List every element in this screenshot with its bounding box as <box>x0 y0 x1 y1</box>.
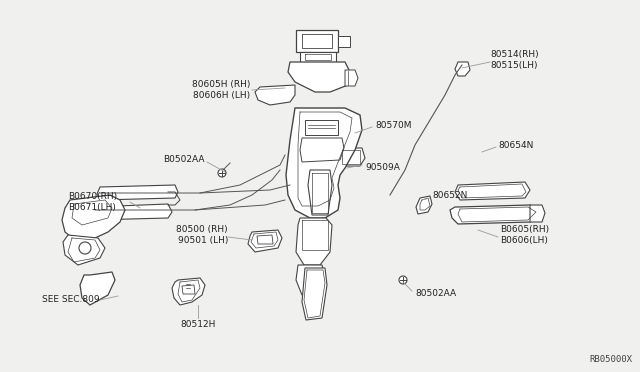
Polygon shape <box>455 182 530 200</box>
Text: 80570M: 80570M <box>375 121 412 129</box>
Polygon shape <box>336 148 365 166</box>
Polygon shape <box>416 196 432 214</box>
Polygon shape <box>300 52 336 62</box>
Text: 80514(RH)
80515(LH): 80514(RH) 80515(LH) <box>490 50 539 70</box>
Circle shape <box>399 276 407 284</box>
Polygon shape <box>248 230 282 252</box>
Polygon shape <box>296 218 332 265</box>
Polygon shape <box>257 235 273 244</box>
Polygon shape <box>97 185 178 200</box>
Circle shape <box>79 242 91 254</box>
Polygon shape <box>288 62 350 92</box>
Polygon shape <box>172 278 205 305</box>
Polygon shape <box>296 265 325 295</box>
Polygon shape <box>88 204 172 220</box>
Polygon shape <box>63 235 105 265</box>
Polygon shape <box>338 36 350 47</box>
Polygon shape <box>530 205 545 222</box>
Text: 80605H (RH)
80606H (LH): 80605H (RH) 80606H (LH) <box>191 80 250 100</box>
Text: 80652N: 80652N <box>432 190 467 199</box>
Polygon shape <box>450 205 540 224</box>
Polygon shape <box>345 70 358 86</box>
Text: B0670(RH)
B0671(LH): B0670(RH) B0671(LH) <box>68 192 117 212</box>
Circle shape <box>218 169 226 177</box>
Text: 80512H: 80512H <box>180 320 216 329</box>
Text: 80500 (RH)
90501 (LH): 80500 (RH) 90501 (LH) <box>177 225 228 245</box>
Polygon shape <box>455 62 470 76</box>
Polygon shape <box>182 285 195 294</box>
Polygon shape <box>255 85 295 105</box>
Polygon shape <box>308 170 332 215</box>
Polygon shape <box>286 108 362 218</box>
Polygon shape <box>302 268 327 320</box>
Polygon shape <box>80 272 115 305</box>
Text: B0502AA: B0502AA <box>163 155 205 164</box>
Text: SEE SEC.809: SEE SEC.809 <box>42 295 100 305</box>
Text: B0605(RH)
B0606(LH): B0605(RH) B0606(LH) <box>500 225 549 245</box>
Polygon shape <box>62 195 125 240</box>
Text: RB05000X: RB05000X <box>589 355 632 364</box>
Polygon shape <box>296 30 338 52</box>
Polygon shape <box>300 138 344 162</box>
Text: 90509A: 90509A <box>365 163 400 171</box>
Polygon shape <box>305 120 338 135</box>
Text: 80654N: 80654N <box>498 141 533 150</box>
Text: 80502AA: 80502AA <box>415 289 456 298</box>
